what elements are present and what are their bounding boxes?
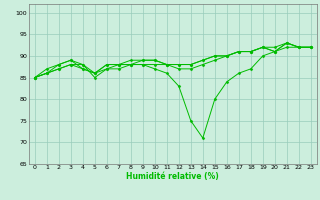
X-axis label: Humidité relative (%): Humidité relative (%) bbox=[126, 172, 219, 181]
